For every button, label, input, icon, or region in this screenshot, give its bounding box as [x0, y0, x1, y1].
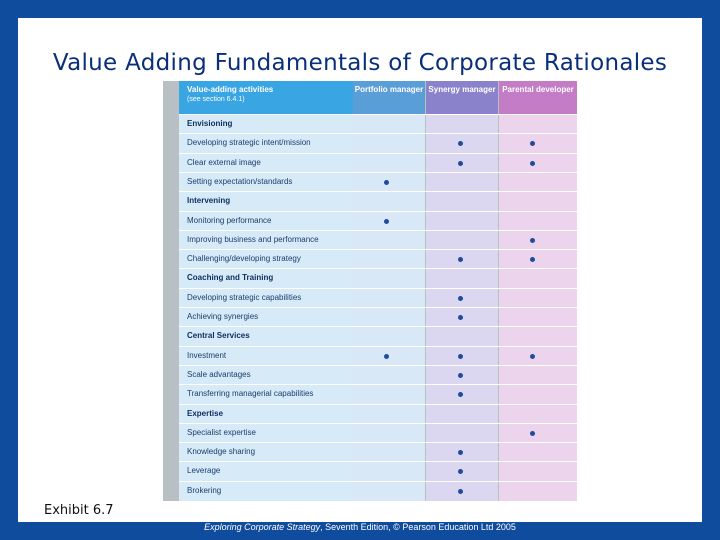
parental-bullet-icon — [530, 257, 535, 263]
row-label: Leverage — [187, 466, 221, 476]
parental-bullet-icon — [530, 353, 535, 359]
row-label: Developing strategic capabilities — [187, 292, 302, 302]
row-label: Central Services — [187, 331, 250, 341]
row-label: Brokering — [187, 485, 222, 495]
synergy-bullet-icon — [458, 392, 463, 398]
synergy-bullet-icon — [458, 160, 463, 166]
synergy-bullet-icon — [458, 469, 463, 475]
row-label: Improving business and performance — [187, 234, 319, 244]
parental-bullet-icon — [530, 160, 535, 166]
section-row: Coaching and Training — [179, 268, 577, 287]
header-portfolio-manager: Portfolio manager — [353, 81, 425, 114]
row-label: Challenging/developing strategy — [187, 254, 301, 264]
header-activities: Value-adding activities (see section 6.4… — [179, 81, 353, 114]
row-label: Knowledge sharing — [187, 447, 256, 457]
row-label: Coaching and Training — [187, 273, 274, 283]
synergy-bullet-icon — [458, 295, 463, 301]
table-row: Improving business and performance — [179, 229, 577, 249]
table-row: Leverage — [179, 461, 577, 480]
row-label: Achieving synergies — [187, 312, 259, 321]
footer-credit: , Seventh Edition, © Pearson Education L… — [320, 522, 516, 532]
row-label: Clear external image — [187, 157, 261, 167]
synergy-bullet-icon — [458, 141, 463, 147]
table-row: Investment — [179, 345, 577, 365]
header-activities-sub: (see section 6.4.1) — [187, 96, 245, 103]
synergy-bullet-icon — [458, 488, 463, 494]
header-activities-label: Value-adding activities — [187, 85, 274, 94]
exhibit-label: Exhibit 6.7 — [44, 503, 114, 518]
table-row: Specialist expertise — [179, 422, 577, 442]
row-label: Intervening — [187, 196, 231, 206]
parental-bullet-icon — [530, 430, 535, 436]
row-label: Monitoring performance — [187, 215, 272, 225]
header-synergy-manager: Synergy manager — [426, 81, 498, 114]
portfolio-bullet-icon — [384, 218, 389, 224]
table-row: Brokering — [179, 480, 577, 500]
synergy-bullet-icon — [458, 372, 463, 378]
activity-column-bg — [179, 81, 353, 501]
portfolio-column-bg — [353, 81, 425, 501]
row-label: Scale advantages — [187, 369, 251, 379]
table-row: Monitoring performance — [179, 210, 577, 230]
row-label: Specialist expertise — [187, 427, 256, 437]
slide: Value Adding Fundamentals of Corporate R… — [18, 18, 702, 522]
footer-book-title: Exploring Corporate Strategy — [204, 522, 321, 532]
row-label: Investment — [187, 350, 227, 360]
table-row: Setting expectation/standards — [179, 171, 577, 191]
table-row: Developing strategic capabilities — [179, 287, 577, 307]
synergy-column-bg — [426, 81, 498, 501]
portfolio-bullet-icon — [384, 353, 389, 359]
table-row: Scale advantages — [179, 364, 577, 384]
rationales-table: Value-adding activities (see section 6.4… — [163, 81, 577, 501]
parental-bullet-icon — [530, 237, 535, 243]
section-row: Expertise — [179, 403, 577, 423]
footer: Exploring Corporate Strategy, Seventh Ed… — [0, 522, 720, 532]
table-row: Achieving synergies — [179, 307, 577, 326]
synergy-bullet-icon — [458, 450, 463, 456]
table-row: Developing strategic intent/mission — [179, 133, 577, 152]
row-label: Setting expectation/standards — [187, 176, 293, 186]
portfolio-bullet-icon — [384, 179, 389, 185]
section-row: Envisioning — [179, 114, 577, 133]
slide-title: Value Adding Fundamentals of Corporate R… — [52, 50, 668, 76]
synergy-bullet-icon — [458, 315, 463, 320]
table-row: Knowledge sharing — [179, 442, 577, 461]
parental-column-bg — [499, 81, 577, 501]
section-row: Intervening — [179, 191, 577, 210]
table-row: Transferring managerial capabilities — [179, 384, 577, 403]
table-row: Challenging/developing strategy — [179, 249, 577, 268]
row-label: Envisioning — [187, 119, 233, 128]
header-parental-developer: Parental developer — [499, 81, 577, 114]
table-row: Clear external image — [179, 152, 577, 172]
synergy-bullet-icon — [458, 257, 463, 263]
row-label: Developing strategic intent/mission — [187, 138, 311, 148]
row-label: Expertise — [187, 408, 224, 418]
synergy-bullet-icon — [458, 353, 463, 359]
section-row: Central Services — [179, 326, 577, 345]
parental-bullet-icon — [530, 141, 535, 147]
row-label: Transferring managerial capabilities — [187, 389, 314, 399]
